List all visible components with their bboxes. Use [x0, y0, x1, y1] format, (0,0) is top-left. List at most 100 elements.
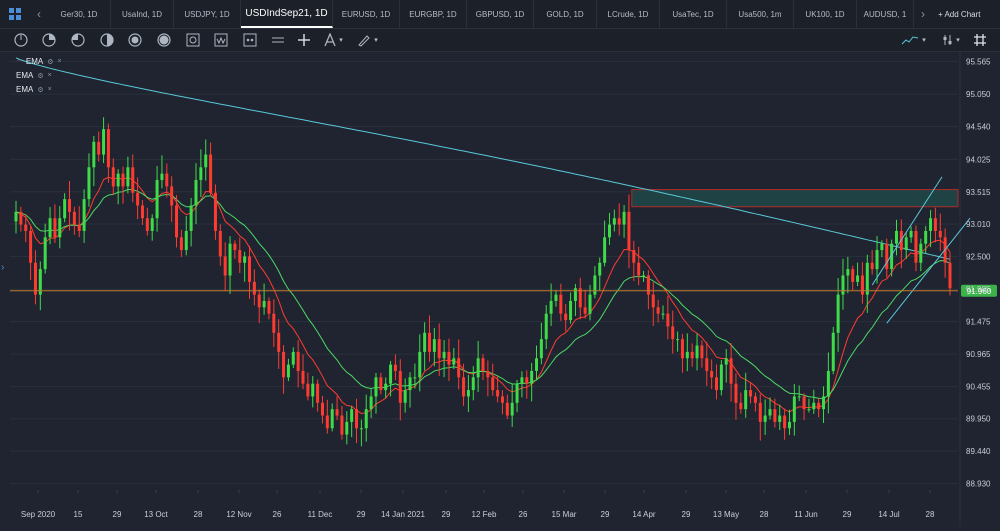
candle-body	[919, 243, 923, 263]
candle-body	[573, 288, 577, 301]
candle-body	[277, 332, 281, 352]
add-chart-button[interactable]: + Add Chart	[938, 9, 981, 19]
channel-lower-line	[886, 217, 971, 324]
crosshair-circle-icon[interactable]	[13, 32, 29, 48]
tab-eurgbp[interactable]: EURGBP, 1D	[400, 0, 467, 28]
x-tick-label: 12 Feb	[472, 510, 497, 519]
tab-usdindsep21[interactable]: USDIndSep21, 1D	[241, 0, 333, 28]
text-tool-icon[interactable]	[322, 32, 338, 48]
price-chart[interactable]: 91.960 95.565 95.050 94.540 94.025 93.515 93.…	[0, 52, 1000, 526]
indicator-settings-icon[interactable]	[940, 32, 956, 48]
arrows-tool-icon[interactable]	[270, 32, 286, 48]
x-tick-label: 14 Apr	[632, 510, 655, 519]
candle-body	[787, 421, 791, 429]
candle-body	[890, 243, 894, 270]
legend-ema-3[interactable]: EMA ⚙ ×	[16, 85, 52, 94]
full-tool-icon[interactable]	[156, 32, 172, 48]
candle-body	[676, 339, 680, 341]
y-tick-label: 90.455	[966, 383, 991, 392]
candle-body	[296, 351, 300, 371]
crosshair-icon[interactable]	[296, 32, 312, 48]
candle-body	[58, 218, 62, 238]
text-tool-dropdown-icon[interactable]: ▾	[339, 37, 343, 44]
candle-body	[252, 281, 256, 295]
chevron-left-icon[interactable]: ‹	[37, 7, 41, 21]
tab-usa500[interactable]: Usa500, 1m	[727, 0, 794, 28]
candle-body	[802, 396, 806, 410]
collapse-icon[interactable]: ⌃	[16, 58, 22, 66]
candle-body	[384, 383, 388, 391]
candle-body	[355, 409, 359, 429]
candle-body	[622, 211, 626, 225]
settings-icon[interactable]: ⚙	[47, 58, 54, 66]
tab-usdjpy[interactable]: USDJPY, 1D	[174, 0, 241, 28]
tab-bar: ‹ Ger30, 1D UsaInd, 1D USDJPY, 1D USDInd…	[0, 0, 1000, 29]
grid-toggle-icon[interactable]	[972, 32, 988, 48]
indicator-dropdown-icon[interactable]: ▾	[956, 37, 960, 44]
candle-body	[860, 275, 864, 295]
candle-body	[685, 351, 689, 359]
candle-body	[656, 307, 660, 314]
candle-body	[316, 383, 320, 403]
ring-tool-icon[interactable]	[127, 32, 143, 48]
candle-body	[627, 211, 631, 251]
y-tick-label: 89.440	[966, 447, 991, 456]
tab-uk100[interactable]: UK100, 1D	[794, 0, 857, 28]
candle-body	[238, 250, 242, 263]
tab-audusd[interactable]: AUDUSD, 1	[857, 0, 914, 28]
candle-body	[213, 192, 217, 231]
pencil-tool-icon[interactable]	[356, 32, 372, 48]
candle-body	[179, 237, 183, 251]
tab-gold[interactable]: GOLD, 1D	[534, 0, 597, 28]
chart-type-dropdown-icon[interactable]: ▾	[922, 37, 926, 44]
grid-layout-icon[interactable]	[0, 0, 30, 28]
candle-body	[846, 269, 850, 276]
tab-ger30[interactable]: Ger30, 1D	[48, 0, 111, 28]
x-tick-label: 29	[601, 510, 610, 519]
half-tool-icon[interactable]	[99, 32, 115, 48]
candle-body	[826, 370, 830, 397]
candle-body	[948, 262, 952, 289]
candle-body	[63, 199, 67, 219]
candle-body	[564, 313, 568, 321]
candle-body	[432, 339, 436, 352]
chart-type-icon[interactable]	[900, 32, 920, 48]
candle-body	[77, 224, 81, 231]
tab-gbpusd[interactable]: GBPUSD, 1D	[467, 0, 534, 28]
chevron-right-icon[interactable]: ›	[1, 262, 5, 273]
wave-tool-icon[interactable]	[213, 32, 229, 48]
candle-body	[291, 351, 295, 365]
candle-body	[554, 294, 558, 301]
price-tag-label: 91.960	[967, 287, 992, 296]
tab-usatec[interactable]: UsaTec, 1D	[660, 0, 727, 28]
chevron-right-icon[interactable]: ›	[921, 7, 925, 21]
x-tick-label: 13 May	[713, 510, 739, 519]
legend-ema-2[interactable]: EMA ⚙ ×	[16, 71, 52, 80]
candle-body	[286, 364, 290, 378]
candle-body	[822, 396, 826, 410]
candle-body	[33, 262, 37, 295]
tab-usaind[interactable]: UsaInd, 1D	[111, 0, 174, 28]
candle-body	[452, 358, 456, 365]
candle-body	[719, 364, 723, 391]
tab-lcrude[interactable]: LCrude, 1D	[597, 0, 660, 28]
chart-canvas[interactable]: 91.960 95.565 95.050 94.540 94.025 93.515 93.…	[0, 52, 1000, 526]
candle-body	[68, 199, 72, 212]
close-icon[interactable]: ×	[47, 72, 52, 79]
candle-body	[136, 192, 140, 206]
clock-tool-icon[interactable]	[185, 32, 201, 48]
quarter-tool-icon[interactable]	[70, 32, 86, 48]
candle-body	[797, 396, 801, 398]
settings-icon[interactable]: ⚙	[37, 72, 44, 80]
candle-body	[880, 243, 884, 251]
legend-ema-1[interactable]: ⌃ EMA ⚙ ×	[16, 57, 62, 66]
dots-tool-icon[interactable]	[242, 32, 258, 48]
settings-icon[interactable]: ⚙	[37, 86, 44, 94]
pie-tool-icon[interactable]	[41, 32, 57, 48]
tab-eurusd[interactable]: EURUSD, 1D	[333, 0, 400, 28]
close-icon[interactable]: ×	[57, 58, 62, 65]
candle-body	[885, 243, 889, 270]
pencil-tool-dropdown-icon[interactable]: ▾	[374, 37, 378, 44]
candle-body	[233, 243, 237, 251]
close-icon[interactable]: ×	[47, 86, 52, 93]
